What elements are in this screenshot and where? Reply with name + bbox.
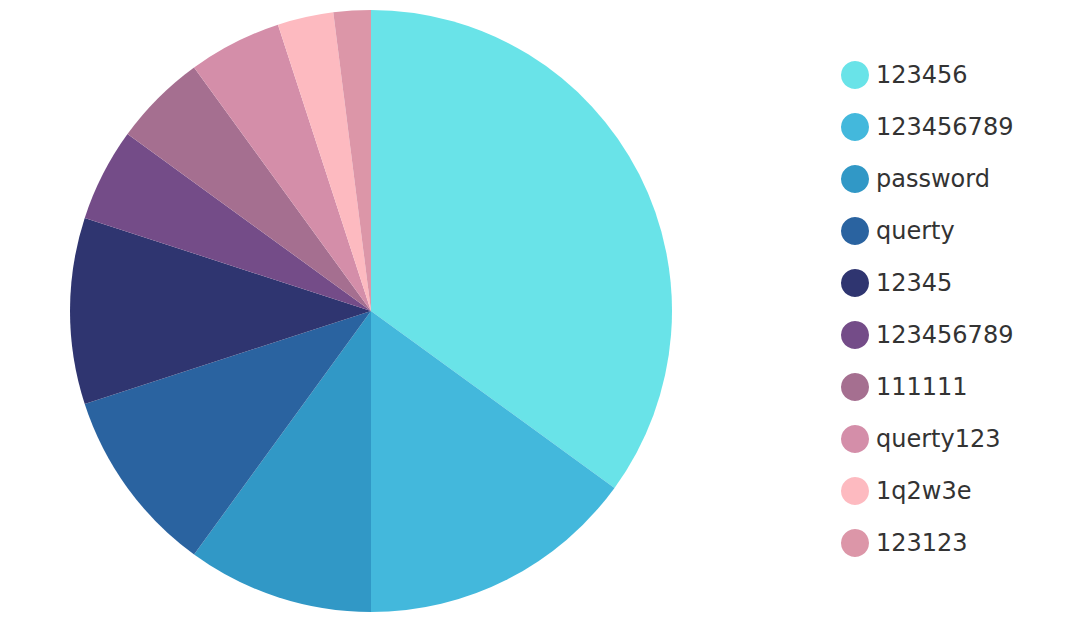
svg-text:123456789: 123456789 <box>876 113 1013 141</box>
svg-text:12345: 12345 <box>876 269 952 297</box>
svg-text:111111: 111111 <box>876 373 968 401</box>
svg-text:1q2w3e: 1q2w3e <box>876 477 971 505</box>
svg-text:123456: 123456 <box>876 61 968 89</box>
svg-text:123456789: 123456789 <box>876 321 1013 349</box>
svg-text:password: password <box>876 165 990 193</box>
svg-text:123123: 123123 <box>876 529 968 557</box>
svg-text:querty123: querty123 <box>876 425 1001 453</box>
svg-text:querty: querty <box>876 217 955 245</box>
